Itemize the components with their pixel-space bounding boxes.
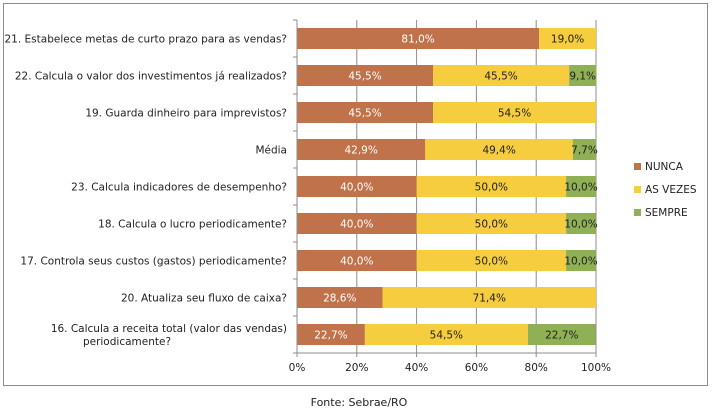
legend-swatch-nunca: [634, 163, 641, 170]
bar-segment-as-vezes: [382, 287, 596, 308]
bars: 81,0% 19,0% 45,5% 45,5% 9,1% 45,5% 54,5% 42,9% 4…: [297, 28, 598, 345]
category-label: Média: [255, 145, 287, 157]
bar-segment-sempre: [566, 250, 596, 271]
data-label: 50,0%: [475, 219, 508, 231]
category-label: 23. Calcula indicadores de desempenho?: [71, 182, 287, 194]
x-tick-label: 0%: [289, 362, 306, 374]
data-label: 54,5%: [430, 330, 463, 342]
data-label: 19,0%: [551, 34, 584, 46]
data-label: 28,6%: [323, 293, 356, 305]
bar-segment-sempre: [566, 213, 596, 234]
bar-segment-nunca: [297, 28, 540, 49]
data-label: 50,0%: [475, 256, 508, 268]
data-label: 10,0%: [564, 219, 597, 231]
bar-segment-as-vezes: [433, 102, 596, 123]
bar-segment-sempre: [527, 324, 596, 345]
bar-segment-as-vezes: [425, 139, 573, 160]
data-label: 54,5%: [498, 108, 531, 120]
category-label-line: 16. Calcula a receita total (valor das v…: [51, 323, 287, 335]
legend: NUNCA AS VEZES SEMPRE: [634, 161, 697, 219]
bar-segment-as-vezes: [433, 65, 570, 86]
x-tick-label: 60%: [465, 362, 488, 374]
bar-segment-nunca: [297, 287, 383, 308]
data-label: 49,4%: [482, 145, 515, 157]
x-tick-label: 80%: [525, 362, 548, 374]
x-tick-label: 20%: [345, 362, 368, 374]
axes: 0% 20% 40% 60% 80% 100%: [289, 19, 611, 374]
x-tick-label: 100%: [581, 362, 611, 374]
category-label: 22. Calcula o valor dos investimentos já…: [15, 71, 287, 83]
data-label: 7,7%: [571, 145, 598, 157]
bar-segment-as-vezes: [416, 250, 567, 271]
data-label: 45,5%: [484, 71, 517, 83]
bar-segment-nunca: [297, 65, 434, 86]
bar-segment-as-vezes: [416, 213, 567, 234]
category-label: 19. Guarda dinheiro para imprevistos?: [85, 108, 287, 120]
legend-swatch-as-vezes: [634, 186, 641, 193]
data-label: 22,7%: [545, 330, 578, 342]
bar-segment-as-vezes: [364, 324, 528, 345]
category-label: 16. Calcula a receita total (valor das v…: [51, 323, 287, 348]
category-label: 17. Controla seus custos (gastos) period…: [20, 256, 287, 268]
data-label: 40,0%: [340, 219, 373, 231]
bar-segment-nunca: [297, 102, 434, 123]
bar-segment-nunca: [297, 176, 417, 197]
data-label: 71,4%: [473, 293, 506, 305]
bar-segment-nunca: [297, 250, 417, 271]
bar-segment-as-vezes: [539, 28, 596, 49]
bar-segment-nunca: [297, 324, 365, 345]
category-label: 20. Atualiza seu fluxo de caixa?: [121, 293, 287, 305]
data-label: 22,7%: [314, 330, 347, 342]
data-label: 81,0%: [401, 34, 434, 46]
legend-label: AS VEZES: [645, 184, 697, 196]
bar-segment-nunca: [297, 139, 426, 160]
bar-segment-as-vezes: [416, 176, 567, 197]
category-label: 18. Calcula o lucro periodicamente?: [98, 219, 287, 231]
category-labels: 21. Estabelece metas de curto prazo para…: [5, 34, 288, 349]
bar-segment-nunca: [297, 213, 417, 234]
data-label: 50,0%: [475, 182, 508, 194]
data-label: 10,0%: [564, 256, 597, 268]
data-label: 9,1%: [569, 71, 596, 83]
data-label: 45,5%: [348, 71, 381, 83]
category-label-line: periodicamente?: [83, 336, 171, 348]
legend-label: NUNCA: [645, 161, 684, 173]
data-label: 45,5%: [348, 108, 381, 120]
x-tick-label: 40%: [405, 362, 428, 374]
legend-label: SEMPRE: [645, 207, 688, 219]
category-label: 21. Estabelece metas de curto prazo para…: [5, 34, 288, 46]
bar-segment-sempre: [572, 139, 596, 160]
source-note: Fonte: Sebrae/RO: [310, 396, 408, 409]
bar-segment-sempre: [566, 176, 596, 197]
data-label: 40,0%: [340, 182, 373, 194]
data-label: 42,9%: [344, 145, 377, 157]
legend-swatch-sempre: [634, 209, 641, 216]
bar-segment-sempre: [569, 65, 597, 86]
data-label: 10,0%: [564, 182, 597, 194]
data-label: 40,0%: [340, 256, 373, 268]
